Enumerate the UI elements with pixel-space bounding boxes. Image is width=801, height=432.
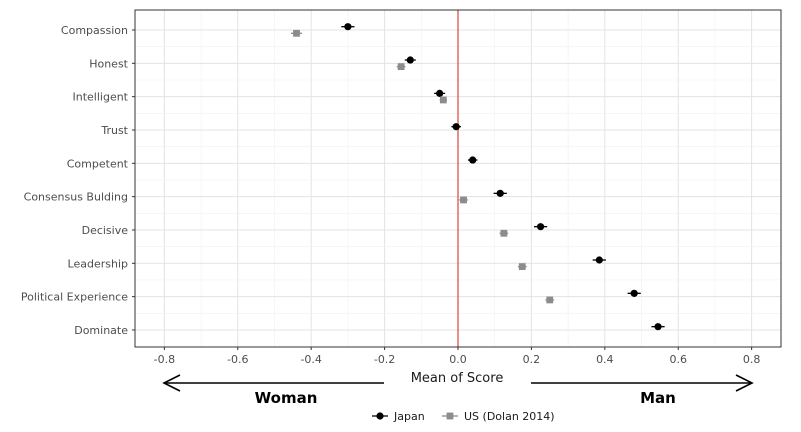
x-axis-ticks: -0.8 -0.6 -0.4 -0.2 0.0 0.2 0.4 0.6 0.8 — [154, 347, 761, 366]
data-point-us — [293, 29, 300, 37]
data-point-japan — [536, 223, 545, 231]
x-tick-label: -0.6 — [227, 353, 248, 366]
data-point-japan — [496, 189, 504, 197]
y-tick-label: Political Experience — [21, 291, 128, 304]
x-axis-title: Mean of Score — [411, 371, 504, 386]
y-tick-label: Competent — [67, 157, 129, 170]
data-point-japan — [595, 256, 603, 264]
x-tick-label: 0.8 — [743, 353, 761, 366]
y-tick-label: Dominate — [74, 324, 128, 337]
legend-key-circle — [376, 412, 384, 420]
data-point-japan — [452, 123, 460, 131]
data-point-japan — [344, 23, 352, 31]
x-tick-label: 0.0 — [449, 353, 467, 366]
man-direction-arrow — [531, 374, 754, 392]
data-point-us — [546, 296, 554, 304]
data-point-us — [500, 229, 508, 237]
y-tick-label: Compassion — [61, 24, 128, 37]
legend-key-square — [446, 412, 454, 420]
legend-label: US (Dolan 2014) — [464, 410, 555, 423]
y-tick-label: Trust — [100, 124, 128, 137]
x-tick-label: -0.4 — [300, 353, 321, 366]
y-tick-label: Intelligent — [73, 91, 129, 104]
woman-direction-arrow — [162, 374, 384, 392]
x-tick-label: 0.2 — [523, 353, 541, 366]
woman-direction-label: Woman — [255, 389, 318, 407]
data-marks — [290, 23, 665, 331]
data-point-japan — [469, 156, 477, 164]
data-point-japan — [436, 89, 444, 97]
data-point-us — [460, 196, 467, 204]
data-point-us — [397, 63, 405, 71]
x-tick-label: -0.8 — [154, 353, 175, 366]
legend: Japan US (Dolan 2014) — [372, 410, 555, 423]
data-point-us — [518, 263, 526, 271]
y-tick-label: Honest — [89, 57, 128, 70]
data-point-japan — [406, 56, 414, 64]
legend-label: Japan — [393, 410, 425, 423]
x-tick-label: 0.4 — [596, 353, 614, 366]
x-tick-label: -0.2 — [374, 353, 395, 366]
data-point-japan — [630, 289, 638, 297]
x-tick-label: 0.6 — [669, 353, 687, 366]
y-tick-label: Consensus Bulding — [24, 191, 128, 204]
y-axis-ticks: Compassion Honest Intelligent Trust Competen… — [21, 24, 135, 337]
y-tick-label: Leadership — [68, 257, 128, 270]
man-direction-label: Man — [640, 389, 676, 407]
y-tick-label: Decisive — [82, 224, 129, 237]
data-point-japan — [654, 323, 662, 331]
data-point-us — [439, 96, 447, 104]
